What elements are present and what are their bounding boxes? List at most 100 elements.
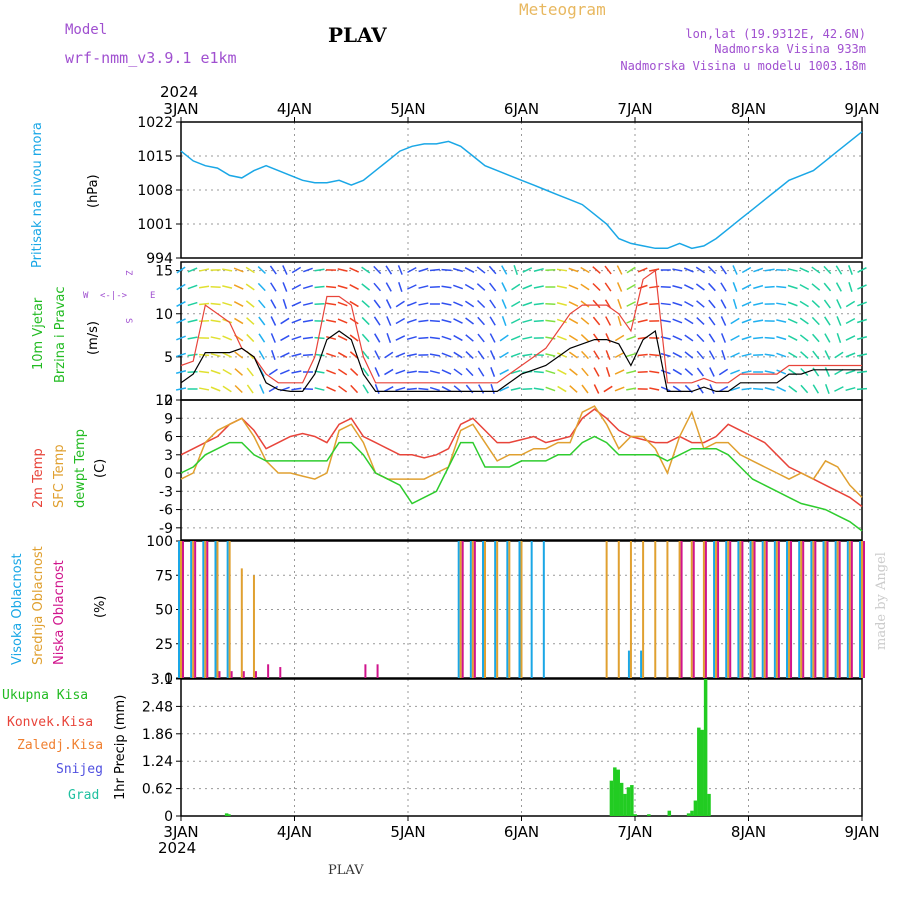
wind-barb <box>397 265 403 275</box>
wind-barb <box>176 335 186 341</box>
panel-frame <box>180 399 863 541</box>
wind-barb <box>349 334 359 342</box>
wind-barb <box>730 317 740 325</box>
wind-barb <box>282 265 288 275</box>
y-tick-label: 15 <box>155 264 173 280</box>
station-title: PLAV <box>328 23 387 47</box>
wind-barb <box>556 268 567 272</box>
precip-bar <box>613 767 617 816</box>
wind-barb <box>568 334 579 342</box>
wind-barb <box>210 336 221 340</box>
wind-barb <box>592 316 601 326</box>
wind-barb <box>490 384 495 394</box>
wind-barb <box>510 369 521 375</box>
wind-barb <box>557 369 567 375</box>
wind-barb <box>199 387 210 391</box>
wind-barb <box>626 318 637 324</box>
wind-barb <box>637 284 648 290</box>
wind-barb <box>291 387 302 391</box>
wind-barb <box>683 267 694 273</box>
wind-barb <box>489 333 496 343</box>
precip-bar <box>630 785 634 816</box>
y-tick-label: 10 <box>155 307 173 323</box>
temp-title-2: SFC Temp <box>52 444 67 508</box>
wind-barb <box>269 265 277 275</box>
model-elevation-text: Nadmorska Visina u modelu 1003.18m <box>620 59 866 73</box>
wind-barb <box>649 268 660 272</box>
wind-barb <box>788 385 798 393</box>
wind-barb <box>787 335 798 341</box>
wind-barb <box>511 300 521 308</box>
compass-east: E <box>150 291 155 301</box>
wind-barb <box>718 368 729 376</box>
x-tick-label-top: 8JAN <box>731 100 766 118</box>
wind-barb <box>812 384 820 394</box>
wind-barb <box>385 299 392 309</box>
wind-barb <box>280 352 290 358</box>
wind-barb <box>361 283 371 291</box>
wind-barb <box>385 282 392 292</box>
wind-barb <box>730 369 740 375</box>
wind-barb <box>477 350 485 360</box>
wind-barb <box>581 367 589 377</box>
wind-barb <box>326 335 337 341</box>
x-tick-label-bottom: 9JAN <box>844 823 879 841</box>
wind-barb <box>847 265 853 275</box>
wind-barb <box>753 336 764 340</box>
wind-title-2: Brzina i Pravac <box>53 286 68 383</box>
wind-barb <box>569 385 578 393</box>
wind-barb <box>349 351 359 359</box>
wind-barb <box>501 282 508 292</box>
wind-barb <box>568 317 579 325</box>
precip-bar <box>616 769 620 816</box>
wind-barb <box>672 318 683 324</box>
wind-barb <box>373 299 381 309</box>
wind-barb <box>268 385 279 393</box>
wind-barb <box>349 267 360 273</box>
wind-barb <box>545 302 556 306</box>
wind-barb <box>349 317 359 325</box>
wind-barb <box>776 302 787 306</box>
wind-barb <box>418 336 429 340</box>
wind-barb <box>314 336 325 340</box>
wind-barb <box>210 302 221 306</box>
wind-barb <box>626 352 637 358</box>
wind-barb <box>684 300 694 308</box>
wind-barb <box>338 385 348 393</box>
credit-text: made by Angel <box>874 552 889 650</box>
wind-barb <box>649 387 660 391</box>
wind-barb <box>672 301 683 307</box>
wind-barb <box>258 350 265 360</box>
wind-barb <box>406 370 417 374</box>
wind-barb <box>800 367 809 377</box>
wind-barb <box>799 283 810 291</box>
wind-barb <box>660 386 671 392</box>
y-tick-label: 1008 <box>137 183 173 199</box>
wind-barb <box>337 318 348 324</box>
wind-barb <box>787 318 798 324</box>
wind-barb <box>580 300 590 308</box>
wind-barb <box>545 386 556 392</box>
wind-barb <box>234 368 243 376</box>
x-tick-label-top: 3JAN <box>163 100 198 118</box>
wind-barb <box>464 300 475 308</box>
wind-barb <box>187 319 198 323</box>
wind-barb <box>395 386 406 392</box>
wind-barb <box>245 300 255 308</box>
precip-bar <box>623 793 627 816</box>
wind-barb <box>753 267 764 273</box>
elevation-text: Nadmorska Visina 933m <box>714 42 866 56</box>
wind-barb <box>824 333 831 343</box>
y-tick-label: 3.1 <box>151 672 173 688</box>
wind-barb <box>384 351 394 359</box>
wind-barb <box>617 315 622 327</box>
wind-barb <box>187 267 198 273</box>
wind-barb <box>672 368 683 376</box>
wind-barb <box>406 318 417 324</box>
model-label: Model <box>65 22 107 38</box>
wind-barb <box>233 267 244 273</box>
wind-barb <box>325 302 337 306</box>
wind-barb <box>282 299 288 309</box>
gust-line <box>180 269 862 384</box>
y-tick-label: 6 <box>164 430 173 446</box>
